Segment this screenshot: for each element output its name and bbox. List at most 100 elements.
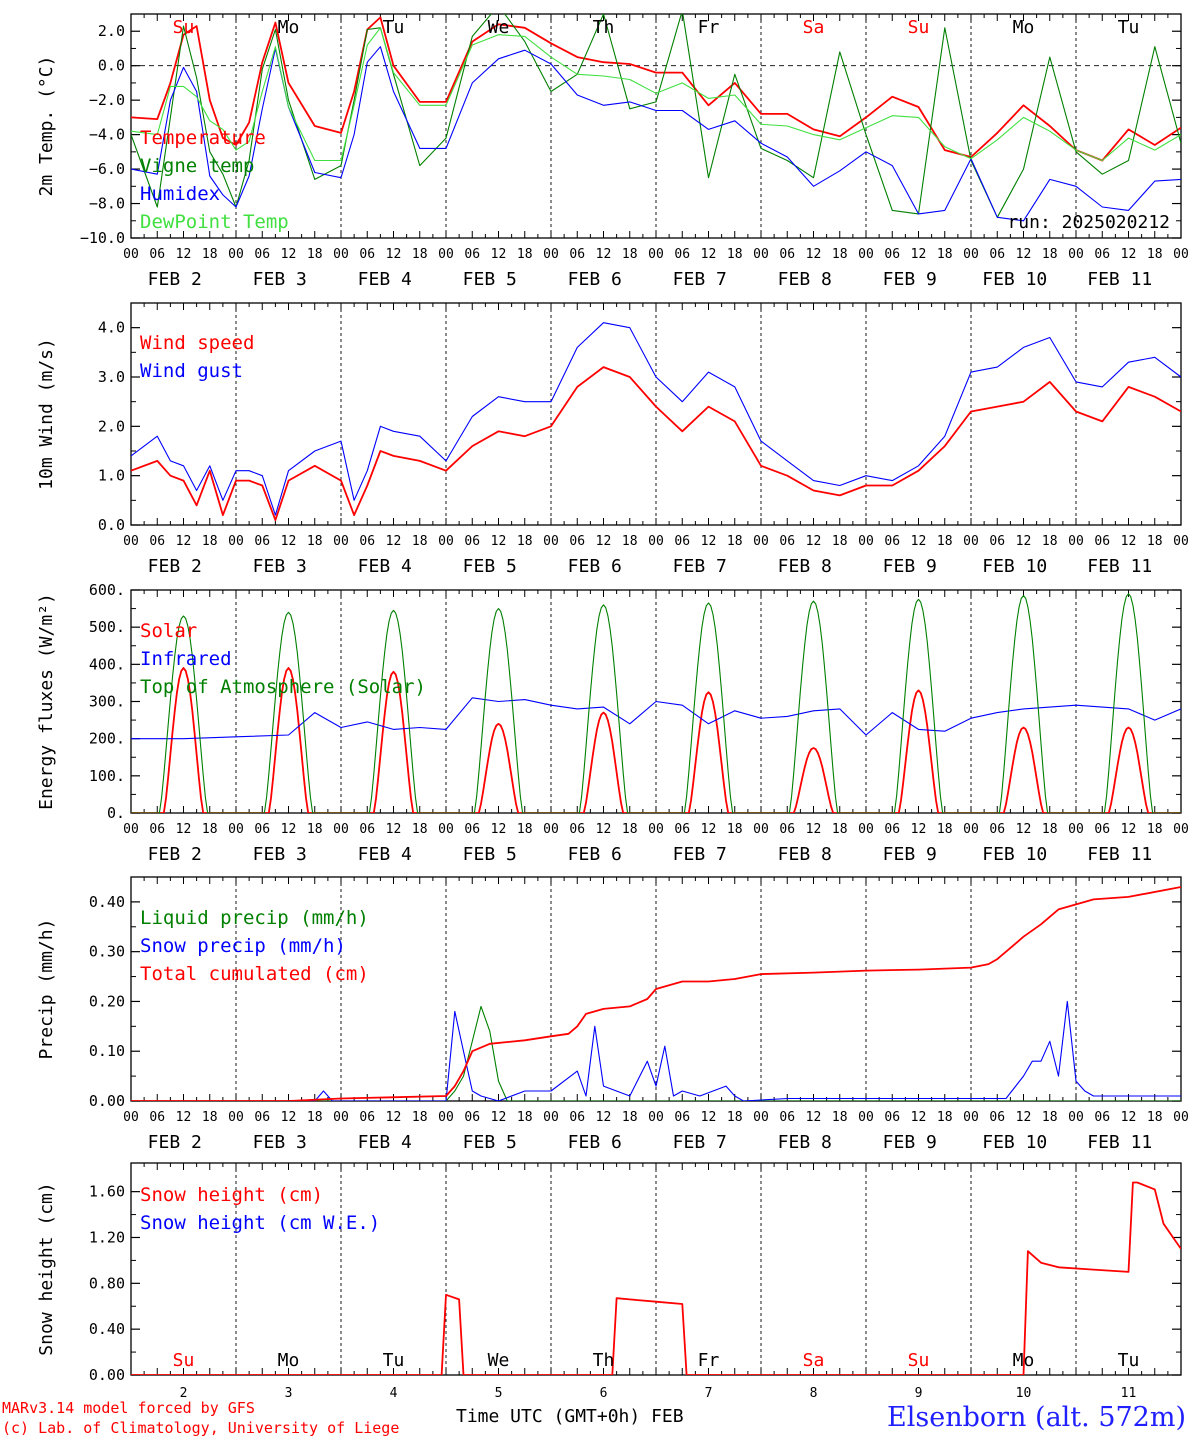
hour-tick-label: 12 — [1016, 1110, 1032, 1125]
y-tick-label: 0.10 — [89, 1042, 125, 1060]
hour-tick-label: 00 — [648, 247, 664, 262]
hour-tick-label: 18 — [727, 822, 743, 837]
hour-tick-label: 00 — [333, 822, 349, 837]
y-tick-label: 0.0 — [98, 516, 125, 534]
hour-tick-label: 06 — [674, 534, 690, 549]
day-abbr: We — [488, 1350, 510, 1371]
hour-tick-label: 18 — [307, 534, 323, 549]
hour-tick-label: 18 — [307, 822, 323, 837]
day-abbr: Tu — [383, 1350, 405, 1371]
hour-tick-label: 06 — [779, 247, 795, 262]
hour-tick-label: 12 — [701, 534, 717, 549]
date-label: FEB 11 — [1087, 1132, 1152, 1153]
hour-tick-label: 00 — [753, 247, 769, 262]
y-tick-label: 0.80 — [89, 1274, 125, 1292]
date-label: FEB 6 — [568, 269, 622, 290]
hour-tick-label: 18 — [937, 1110, 953, 1125]
legend-entry: Liquid precip (mm/h) — [140, 907, 369, 929]
y-tick-label: 300. — [89, 693, 125, 711]
credits-line-2: (c) Lab. of Climatology, University of L… — [2, 1418, 399, 1438]
hour-tick-label: 06 — [569, 534, 585, 549]
hour-tick-label: 00 — [333, 1110, 349, 1125]
hour-tick-label: 06 — [1094, 247, 1110, 262]
date-label: FEB 10 — [982, 269, 1047, 290]
hour-tick-label: 12 — [281, 247, 297, 262]
hour-tick-label: 12 — [1121, 822, 1137, 837]
panel-wind: 0.0 1.0 2.0 3.0 4.0 10m Wind (m/s) Wind speed W… — [36, 303, 1189, 577]
hour-tick-label: 06 — [149, 1110, 165, 1125]
date-label: FEB 10 — [982, 556, 1047, 577]
hour-tick-label: 18 — [832, 534, 848, 549]
hour-tick-label: 12 — [491, 1110, 507, 1125]
hour-tick-label: 06 — [569, 1110, 585, 1125]
date-label: FEB 9 — [883, 844, 937, 865]
hour-tick-label: 12 — [491, 534, 507, 549]
date-label: FEB 11 — [1087, 556, 1152, 577]
hour-tick-label: 12 — [911, 247, 927, 262]
hour-tick-label: 00 — [228, 1110, 244, 1125]
hour-tick-label: 06 — [674, 1110, 690, 1125]
hour-tick-label: 12 — [701, 822, 717, 837]
date-label: FEB 7 — [673, 269, 727, 290]
hour-tick-label: 06 — [674, 822, 690, 837]
legend-entry: Humidex — [140, 183, 220, 205]
hour-tick-label: 00 — [963, 534, 979, 549]
y-tick-label: 600. — [89, 581, 125, 599]
hour-tick-label: 06 — [254, 247, 270, 262]
day-abbr: Tu — [1118, 17, 1140, 38]
hour-tick-label: 18 — [1147, 247, 1163, 262]
hour-tick-label: 00 — [858, 247, 874, 262]
hour-tick-label: 00 — [963, 247, 979, 262]
legend-entry: DewPoint Temp — [140, 211, 289, 233]
hour-tick-label: 06 — [149, 247, 165, 262]
date-label: FEB 4 — [358, 1132, 412, 1153]
hour-tick-label: 06 — [464, 1110, 480, 1125]
y-axis-label: 2m Temp. (°C) — [36, 56, 57, 197]
y-tick-label: 4.0 — [98, 319, 125, 337]
date-label: FEB 5 — [463, 844, 517, 865]
hour-tick-label: 00 — [123, 822, 139, 837]
hour-tick-label: 06 — [149, 822, 165, 837]
day-abbr: Sa — [803, 17, 825, 38]
y-tick-label: 500. — [89, 618, 125, 636]
hour-tick-label: 12 — [386, 247, 402, 262]
hour-tick-label: 18 — [727, 247, 743, 262]
hour-tick-label: 18 — [727, 1110, 743, 1125]
date-label: FEB 3 — [253, 556, 307, 577]
day-abbr: Mo — [1013, 17, 1035, 38]
legend-entry: Infrared — [140, 648, 232, 670]
y-tick-label: 2.0 — [98, 22, 125, 40]
hour-tick-label: 18 — [622, 822, 638, 837]
hour-tick-label: 06 — [1094, 1110, 1110, 1125]
hour-tick-label: 12 — [1121, 534, 1137, 549]
panel-precip: 0.000.100.200.300.40Precip (mm/h)Liquid … — [36, 877, 1189, 1153]
panel-energy: 0.100.200.300.400.500.600.Energy fluxes … — [36, 581, 1189, 865]
day-abbr: Tu — [383, 17, 405, 38]
date-label: FEB 10 — [982, 1132, 1047, 1153]
day-abbr: Th — [593, 1350, 615, 1371]
hour-tick-label: 12 — [806, 822, 822, 837]
hour-tick-label: 18 — [412, 534, 428, 549]
hour-tick-label: 00 — [753, 822, 769, 837]
hour-tick-label: 00 — [543, 1110, 559, 1125]
date-label: FEB 5 — [463, 1132, 517, 1153]
y-tick-label: −8.0 — [89, 195, 125, 213]
date-label: FEB 9 — [883, 556, 937, 577]
date-label: FEB 11 — [1087, 269, 1152, 290]
date-label: FEB 7 — [673, 1132, 727, 1153]
y-tick-label: 0.20 — [89, 992, 125, 1010]
hour-tick-label: 18 — [832, 822, 848, 837]
hour-tick-label: 12 — [806, 1110, 822, 1125]
hour-tick-label: 06 — [884, 1110, 900, 1125]
date-label: FEB 2 — [148, 269, 202, 290]
date-label: FEB 6 — [568, 1132, 622, 1153]
hour-tick-label: 12 — [596, 1110, 612, 1125]
hour-tick-label: 00 — [543, 822, 559, 837]
date-label: FEB 9 — [883, 1132, 937, 1153]
legend-entry: Snow height (cm) — [140, 1184, 323, 1206]
hour-tick-label: 18 — [517, 822, 533, 837]
hour-tick-label: 00 — [1068, 534, 1084, 549]
hour-tick-label: 18 — [622, 534, 638, 549]
x-axis-title: Time UTC (GMT+0h) FEB — [456, 1406, 684, 1427]
day-number: 7 — [705, 1386, 713, 1401]
